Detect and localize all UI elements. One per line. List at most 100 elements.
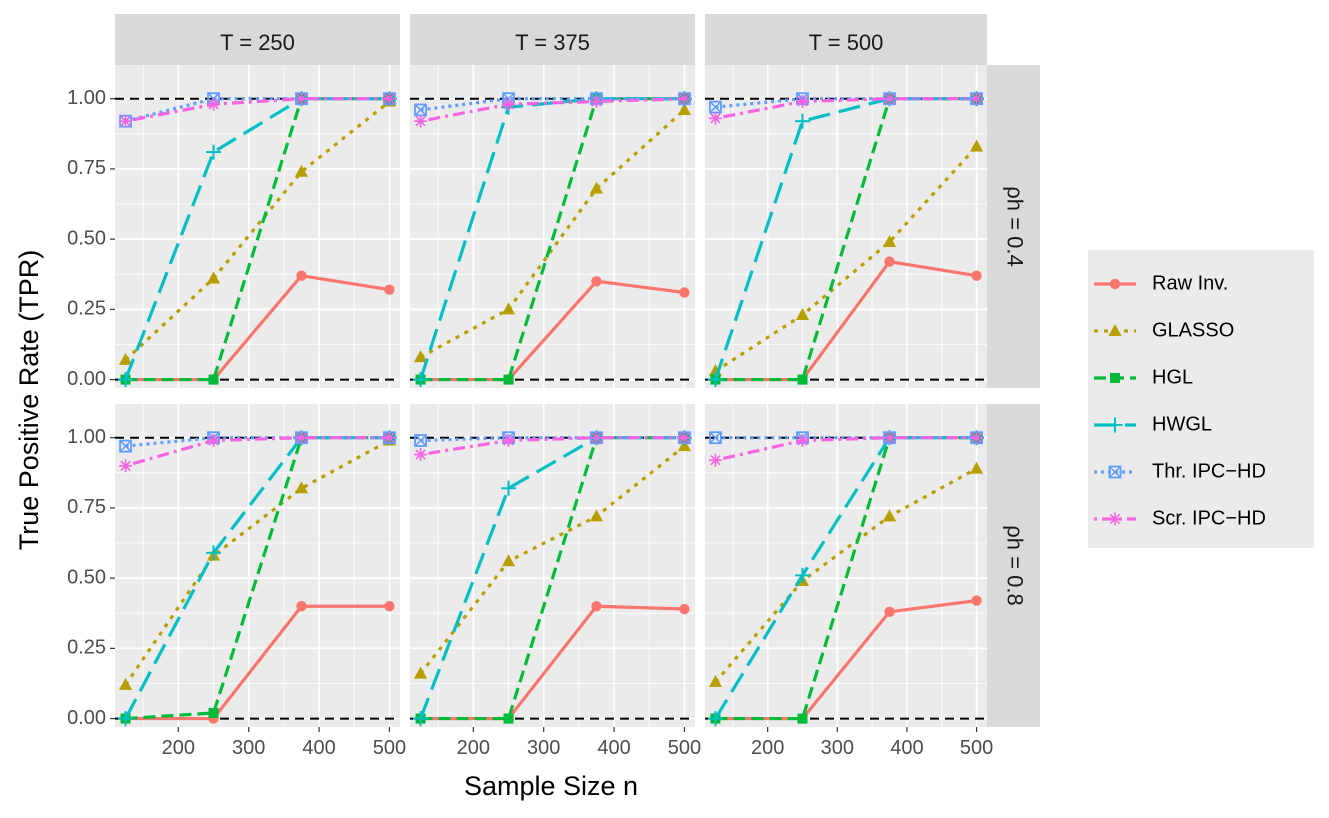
legend-label: HGL <box>1152 366 1193 388</box>
x-axis-title: Sample Size n <box>464 771 638 801</box>
y-tick-label: 0.50 <box>67 227 106 249</box>
x-tick-label: 500 <box>668 737 701 759</box>
data-point <box>679 603 690 615</box>
panel-background <box>115 404 400 727</box>
data-point <box>294 164 309 177</box>
series-line <box>420 436 685 443</box>
data-point <box>795 307 810 320</box>
series-line <box>420 97 685 123</box>
series-line <box>125 436 390 468</box>
y-tick-label: 1.00 <box>67 426 106 448</box>
panel-background <box>705 404 987 727</box>
data-point <box>591 601 602 612</box>
panel-r1-c3 <box>705 65 987 388</box>
data-point <box>414 114 428 128</box>
x-tick-label: 200 <box>162 737 195 759</box>
data-point <box>591 276 602 287</box>
data-point <box>207 97 221 111</box>
data-point <box>294 481 309 494</box>
col-strip <box>410 14 695 65</box>
series-line <box>124 439 391 686</box>
data-point <box>502 434 516 448</box>
data-point <box>294 431 308 445</box>
data-point <box>118 677 133 690</box>
data-point <box>708 111 722 125</box>
panel-r2-c1 <box>115 404 400 727</box>
panel-background <box>410 65 695 388</box>
series-line <box>125 604 390 721</box>
legend-item: HGL <box>1094 366 1193 388</box>
data-point <box>589 95 603 109</box>
series-line <box>714 467 978 684</box>
data-point <box>794 567 810 583</box>
series-line <box>419 108 686 359</box>
data-point <box>413 372 429 388</box>
data-point <box>707 372 723 388</box>
data-point <box>501 554 516 567</box>
y-tick-label: 0.75 <box>67 157 106 179</box>
panel-r1-c2 <box>410 65 695 388</box>
data-point <box>503 374 514 385</box>
series-line <box>715 97 977 120</box>
data-point <box>971 595 982 606</box>
data-point <box>883 92 897 106</box>
legend-label: Raw Inv. <box>1152 272 1228 294</box>
x-tick-label: 300 <box>232 737 265 759</box>
data-point <box>206 271 221 284</box>
legend-item: Raw Inv. <box>1094 272 1228 294</box>
data-point <box>206 545 222 561</box>
y-tick-label: 0.75 <box>67 496 106 518</box>
data-point <box>118 352 133 365</box>
data-point <box>589 181 604 194</box>
data-point <box>208 374 219 385</box>
legend-label: GLASSO <box>1152 319 1234 341</box>
row-strip-label: ρh = 0.4 <box>1003 186 1028 266</box>
legend-item: Scr. IPC−HD <box>1094 507 1266 529</box>
series-line <box>714 145 978 373</box>
y-axis-title: True Positive Rate (TPR) <box>14 250 44 551</box>
col-strip-label: T = 375 <box>515 30 590 55</box>
data-point <box>413 666 428 679</box>
data-point <box>414 434 427 447</box>
data-point <box>884 256 895 267</box>
col-strip <box>115 14 400 65</box>
data-point <box>708 453 722 467</box>
data-point <box>294 92 308 106</box>
data-point <box>882 234 897 247</box>
legend-item: Thr. IPC−HD <box>1094 460 1266 482</box>
legend-background <box>1088 250 1314 548</box>
panel-r2-c3 <box>705 404 987 727</box>
col-strip-label: T = 500 <box>809 30 884 55</box>
panel-background <box>115 65 400 388</box>
x-tick-label: 400 <box>890 737 923 759</box>
data-point <box>970 431 984 445</box>
data-point <box>709 431 722 445</box>
data-point <box>119 459 133 473</box>
data-point <box>971 270 982 281</box>
x-tick-label: 300 <box>527 737 560 759</box>
series-line <box>420 436 685 721</box>
legend-item: GLASSO <box>1094 319 1234 341</box>
legend-label: Thr. IPC−HD <box>1152 460 1266 482</box>
legend-key-marker <box>1108 324 1122 336</box>
data-point <box>795 434 809 448</box>
data-point <box>677 92 691 106</box>
series-line <box>420 436 685 457</box>
legend-key-marker <box>1109 278 1121 290</box>
panel-background <box>705 65 987 388</box>
legend-item: HWGL <box>1094 413 1212 435</box>
x-tick-label: 200 <box>457 737 490 759</box>
data-point <box>882 509 897 522</box>
panel-background <box>410 404 695 727</box>
row-strip-label: ρh = 0.8 <box>1003 525 1028 605</box>
y-tick-label: 0.25 <box>67 637 106 659</box>
data-point <box>206 144 222 160</box>
data-point <box>501 480 517 496</box>
data-point <box>382 92 396 106</box>
data-point <box>797 374 808 385</box>
data-point <box>677 431 691 445</box>
data-point <box>384 601 395 612</box>
legend-key-marker <box>1108 512 1122 526</box>
series-line <box>125 97 390 123</box>
